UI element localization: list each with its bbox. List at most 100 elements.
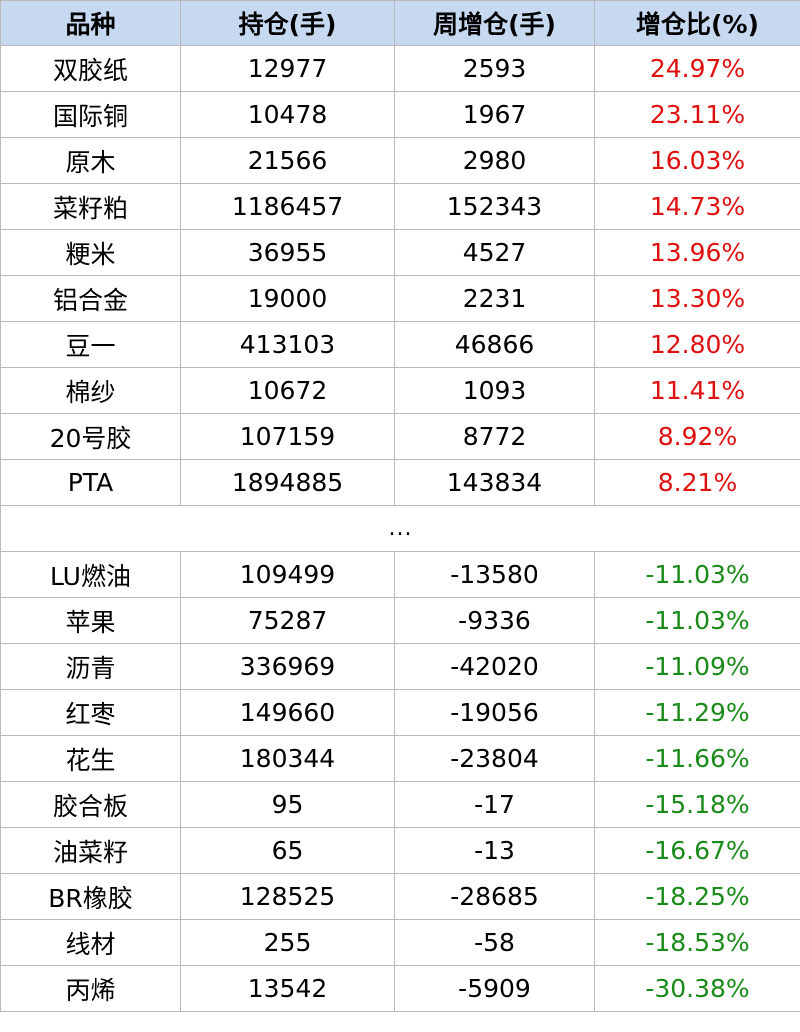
table-row: 原木 21566 2980 16.03% [0, 137, 800, 184]
change-ratio-value: -11.03% [594, 597, 800, 644]
weekly-change-value: -42020 [394, 643, 595, 690]
product-name: 20号胶 [0, 413, 181, 460]
header-weekly-change: 周增仓(手) [394, 0, 595, 46]
table-row: 线材 255 -58 -18.53% [0, 919, 800, 966]
weekly-change-value: -17 [394, 781, 595, 828]
table-row: 粳米 36955 4527 13.96% [0, 229, 800, 276]
position-value: 109499 [180, 551, 395, 598]
position-value: 413103 [180, 321, 395, 368]
change-ratio-value: -11.29% [594, 689, 800, 736]
table-row: 豆一 413103 46866 12.80% [0, 321, 800, 368]
change-ratio-value: -15.18% [594, 781, 800, 828]
table-body: 双胶纸 12977 2593 24.97% 国际铜 10478 1967 23.11% 原木… [0, 45, 800, 1012]
position-value: 65 [180, 827, 395, 874]
change-ratio-value: 14.73% [594, 183, 800, 230]
product-name: 胶合板 [0, 781, 181, 828]
product-name: 红枣 [0, 689, 181, 736]
change-ratio-value: -30.38% [594, 965, 800, 1012]
weekly-change-value: 143834 [394, 459, 595, 506]
product-name: 双胶纸 [0, 45, 181, 92]
position-value: 180344 [180, 735, 395, 782]
change-ratio-value: -16.67% [594, 827, 800, 874]
position-value: 1894885 [180, 459, 395, 506]
table-row: 铝合金 19000 2231 13.30% [0, 275, 800, 322]
weekly-change-value: -19056 [394, 689, 595, 736]
change-ratio-value: 8.92% [594, 413, 800, 460]
change-ratio-value: -11.03% [594, 551, 800, 598]
weekly-change-value: 2593 [394, 45, 595, 92]
weekly-change-value: 4527 [394, 229, 595, 276]
change-ratio-value: 13.30% [594, 275, 800, 322]
position-value: 149660 [180, 689, 395, 736]
position-value: 255 [180, 919, 395, 966]
table-row: BR橡胶 128525 -28685 -18.25% [0, 873, 800, 920]
product-name: PTA [0, 459, 181, 506]
position-value: 12977 [180, 45, 395, 92]
position-value: 19000 [180, 275, 395, 322]
change-ratio-value: 24.97% [594, 45, 800, 92]
weekly-change-value: -58 [394, 919, 595, 966]
table-row: 国际铜 10478 1967 23.11% [0, 91, 800, 138]
table-row: 丙烯 13542 -5909 -30.38% [0, 965, 800, 1012]
product-name: 豆一 [0, 321, 181, 368]
product-name: 沥青 [0, 643, 181, 690]
weekly-change-value: -23804 [394, 735, 595, 782]
table-row: 棉纱 10672 1093 11.41% [0, 367, 800, 414]
table-row: 沥青 336969 -42020 -11.09% [0, 643, 800, 690]
weekly-change-value: -13 [394, 827, 595, 874]
weekly-change-value: -5909 [394, 965, 595, 1012]
product-name: 粳米 [0, 229, 181, 276]
table-row: PTA 1894885 143834 8.21% [0, 459, 800, 506]
position-value: 10478 [180, 91, 395, 138]
product-name: 油菜籽 [0, 827, 181, 874]
table-row: 胶合板 95 -17 -15.18% [0, 781, 800, 828]
product-name: 国际铜 [0, 91, 181, 138]
table-header-row: 品种 持仓(手) 周增仓(手) 增仓比(%) [0, 0, 800, 46]
product-name: 原木 [0, 137, 181, 184]
header-position: 持仓(手) [180, 0, 395, 46]
header-change-ratio: 增仓比(%) [594, 0, 800, 46]
product-name: 棉纱 [0, 367, 181, 414]
table-row: LU燃油 109499 -13580 -11.03% [0, 551, 800, 598]
weekly-change-value: 46866 [394, 321, 595, 368]
product-name: 丙烯 [0, 965, 181, 1012]
table-row: 苹果 75287 -9336 -11.03% [0, 597, 800, 644]
ellipsis-separator: ... [0, 505, 800, 552]
weekly-change-value: 152343 [394, 183, 595, 230]
change-ratio-value: -18.53% [594, 919, 800, 966]
weekly-change-value: 2980 [394, 137, 595, 184]
product-name: LU燃油 [0, 551, 181, 598]
position-value: 21566 [180, 137, 395, 184]
change-ratio-value: 13.96% [594, 229, 800, 276]
change-ratio-value: 8.21% [594, 459, 800, 506]
weekly-change-value: 8772 [394, 413, 595, 460]
table-row: 油菜籽 65 -13 -16.67% [0, 827, 800, 874]
weekly-change-value: 1967 [394, 91, 595, 138]
product-name: 铝合金 [0, 275, 181, 322]
position-value: 107159 [180, 413, 395, 460]
position-value: 336969 [180, 643, 395, 690]
position-value: 128525 [180, 873, 395, 920]
change-ratio-value: -18.25% [594, 873, 800, 920]
product-name: 苹果 [0, 597, 181, 644]
change-ratio-value: -11.66% [594, 735, 800, 782]
table-row: 20号胶 107159 8772 8.92% [0, 413, 800, 460]
position-value: 36955 [180, 229, 395, 276]
header-product: 品种 [0, 0, 181, 46]
change-ratio-value: 11.41% [594, 367, 800, 414]
product-name: 花生 [0, 735, 181, 782]
change-ratio-value: 12.80% [594, 321, 800, 368]
position-value: 10672 [180, 367, 395, 414]
position-value: 95 [180, 781, 395, 828]
ellipsis-separator-row: ... [0, 505, 800, 552]
weekly-change-value: -13580 [394, 551, 595, 598]
position-value: 13542 [180, 965, 395, 1012]
product-name: 菜籽粕 [0, 183, 181, 230]
weekly-change-value: 2231 [394, 275, 595, 322]
change-ratio-value: 23.11% [594, 91, 800, 138]
position-value: 1186457 [180, 183, 395, 230]
position-value: 75287 [180, 597, 395, 644]
table-row: 红枣 149660 -19056 -11.29% [0, 689, 800, 736]
table-row: 花生 180344 -23804 -11.66% [0, 735, 800, 782]
